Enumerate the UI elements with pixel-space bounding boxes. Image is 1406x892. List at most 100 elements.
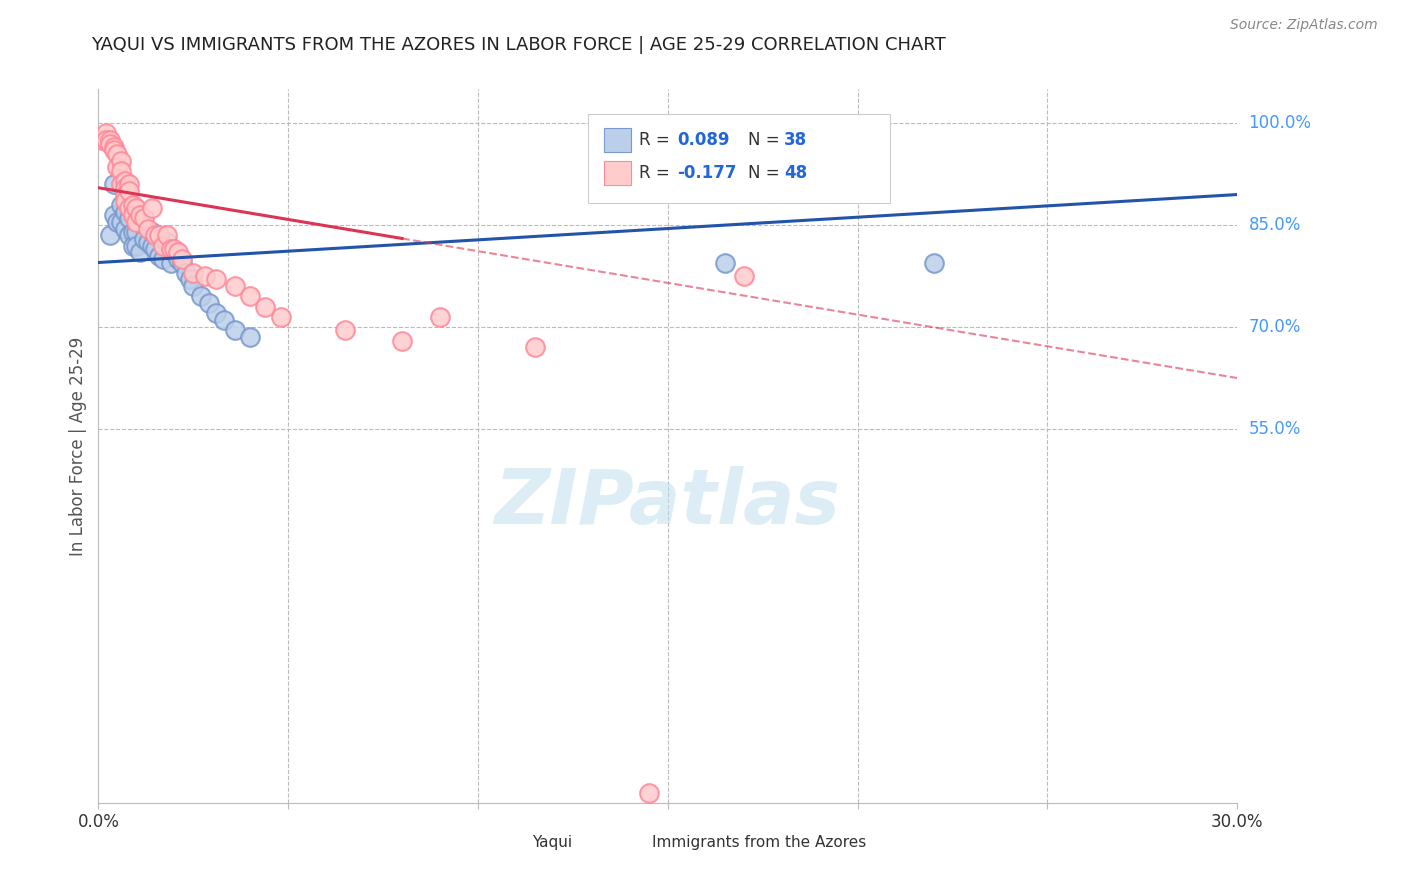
Point [118, 211, 141, 226]
Point [125, 215, 148, 229]
Point [239, 330, 262, 344]
Point [163, 242, 186, 256]
Text: Immigrants from the Azores: Immigrants from the Azores [652, 835, 866, 850]
Text: N =: N = [748, 164, 785, 182]
Point [107, 161, 129, 175]
FancyBboxPatch shape [605, 128, 631, 152]
FancyBboxPatch shape [616, 832, 647, 854]
Text: 55.0%: 55.0% [1249, 420, 1301, 438]
Point [129, 208, 152, 222]
FancyBboxPatch shape [588, 114, 890, 203]
Point [98, 133, 121, 147]
Text: YAQUI VS IMMIGRANTS FROM THE AZORES IN LABOR FORCE | AGE 25-29 CORRELATION CHART: YAQUI VS IMMIGRANTS FROM THE AZORES IN L… [91, 36, 946, 54]
Point [110, 178, 132, 192]
Point [141, 201, 163, 215]
Point [94, 133, 117, 147]
Point [148, 249, 170, 263]
Point [103, 140, 125, 154]
Point [429, 310, 451, 324]
Text: 38: 38 [785, 131, 807, 149]
Point [125, 225, 148, 239]
Point [114, 221, 136, 235]
Point [132, 232, 155, 246]
Point [136, 235, 159, 249]
Point [118, 201, 141, 215]
Point [205, 272, 228, 286]
Point [163, 245, 186, 260]
Point [205, 306, 228, 320]
Point [156, 235, 179, 249]
Point [922, 255, 945, 269]
Point [714, 255, 737, 269]
Text: 100.0%: 100.0% [1249, 114, 1312, 132]
Point [121, 238, 143, 252]
Point [254, 300, 277, 314]
Point [183, 266, 205, 280]
Point [197, 296, 219, 310]
Text: 85.0%: 85.0% [1249, 216, 1301, 234]
Text: R =: R = [640, 164, 675, 182]
Text: R =: R = [640, 131, 675, 149]
Point [141, 225, 163, 239]
Point [179, 272, 201, 286]
Point [103, 178, 125, 192]
Text: -0.177: -0.177 [676, 164, 737, 182]
Point [145, 242, 167, 256]
Point [136, 221, 159, 235]
Point [118, 184, 141, 198]
Point [170, 252, 193, 266]
Point [733, 269, 755, 284]
Point [152, 238, 174, 252]
Point [114, 187, 136, 202]
Point [638, 786, 661, 800]
Point [121, 208, 143, 222]
Text: N =: N = [748, 131, 785, 149]
Text: 0.089: 0.089 [676, 131, 730, 149]
Point [167, 252, 190, 266]
Point [224, 323, 246, 337]
Point [148, 228, 170, 243]
Point [110, 153, 132, 168]
Text: 70.0%: 70.0% [1249, 318, 1301, 336]
FancyBboxPatch shape [605, 161, 631, 185]
Point [114, 194, 136, 209]
Point [110, 163, 132, 178]
Point [183, 279, 205, 293]
Point [114, 180, 136, 194]
Text: ZIPatlas: ZIPatlas [495, 467, 841, 540]
Point [118, 228, 141, 243]
Point [107, 146, 129, 161]
Text: Yaqui: Yaqui [533, 835, 572, 850]
Point [114, 204, 136, 219]
Point [110, 198, 132, 212]
Point [170, 255, 193, 269]
Point [141, 238, 163, 252]
Point [91, 133, 114, 147]
Y-axis label: In Labor Force | Age 25-29: In Labor Force | Age 25-29 [69, 336, 87, 556]
Point [103, 208, 125, 222]
Point [159, 242, 181, 256]
Point [190, 289, 212, 303]
Point [159, 255, 181, 269]
Point [224, 279, 246, 293]
Point [194, 269, 217, 284]
Point [524, 341, 547, 355]
Point [129, 245, 152, 260]
FancyBboxPatch shape [496, 832, 527, 854]
Point [212, 313, 235, 327]
Text: 48: 48 [785, 164, 807, 182]
Point [125, 201, 148, 215]
Point [110, 215, 132, 229]
Point [98, 136, 121, 151]
Point [132, 211, 155, 226]
Point [391, 334, 413, 348]
Point [145, 228, 167, 243]
Point [121, 225, 143, 239]
Point [174, 266, 197, 280]
Point [239, 289, 262, 303]
Point [167, 245, 190, 260]
Point [335, 323, 357, 337]
Point [107, 215, 129, 229]
Point [152, 252, 174, 266]
Point [98, 228, 121, 243]
